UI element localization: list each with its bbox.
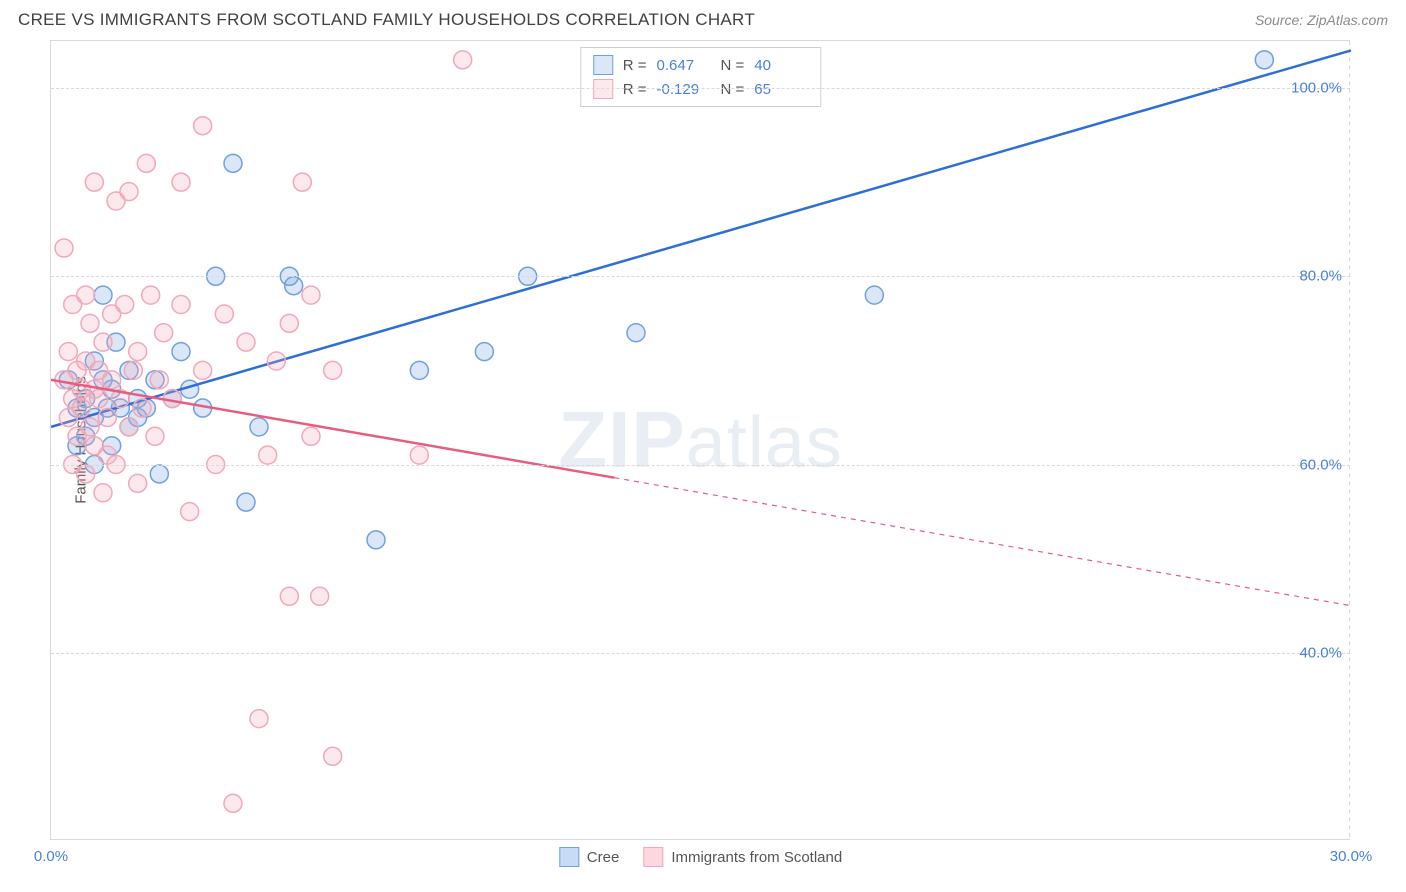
data-point [85, 173, 103, 191]
data-point [77, 286, 95, 304]
data-point [259, 446, 277, 464]
x-tick-label: 0.0% [34, 848, 68, 865]
data-point [194, 117, 212, 135]
data-point [237, 333, 255, 351]
data-point [224, 154, 242, 172]
data-point [410, 361, 428, 379]
data-point [120, 183, 138, 201]
data-point [302, 286, 320, 304]
legend-stats: R =0.647N =40R =-0.129N =65 [580, 47, 822, 107]
y-tick-label: 40.0% [1299, 644, 1342, 661]
data-point [237, 493, 255, 511]
data-point [194, 361, 212, 379]
data-point [94, 484, 112, 502]
legend-swatch [643, 847, 663, 867]
data-point [293, 173, 311, 191]
data-point [475, 343, 493, 361]
data-point [280, 587, 298, 605]
data-point [150, 371, 168, 389]
stat-n-value: 40 [754, 57, 808, 74]
data-point [367, 531, 385, 549]
data-point [267, 352, 285, 370]
data-point [120, 418, 138, 436]
trend-line-dashed [614, 478, 1351, 606]
data-point [150, 465, 168, 483]
data-point [129, 474, 147, 492]
stat-r-value: 0.647 [657, 57, 711, 74]
gridline-h [51, 465, 1350, 466]
data-point [250, 710, 268, 728]
data-point [172, 173, 190, 191]
data-point [98, 408, 116, 426]
data-point [155, 324, 173, 342]
data-point [81, 314, 99, 332]
legend-swatch [593, 55, 613, 75]
data-point [302, 427, 320, 445]
stat-r-label: R = [623, 57, 647, 74]
data-point [94, 286, 112, 304]
x-tick-label: 30.0% [1330, 848, 1373, 865]
source-label: Source: ZipAtlas.com [1255, 12, 1388, 28]
data-point [133, 399, 151, 417]
data-point [90, 390, 108, 408]
chart-area: Family Households ZIPatlas R =0.647N =40… [50, 40, 1350, 840]
legend-stat-row: R = 0.647 N = 40 [593, 53, 809, 77]
data-point [59, 343, 77, 361]
data-point [137, 154, 155, 172]
y-tick-label: 60.0% [1299, 456, 1342, 473]
data-point [103, 371, 121, 389]
data-point [215, 305, 233, 323]
data-point [142, 286, 160, 304]
data-point [224, 794, 242, 812]
legend-label: Cree [587, 849, 620, 866]
data-point [250, 418, 268, 436]
legend-bottom: Cree Immigrants from Scotland [559, 847, 842, 867]
data-point [627, 324, 645, 342]
data-point [280, 314, 298, 332]
data-point [94, 333, 112, 351]
data-point [172, 296, 190, 314]
data-point [285, 277, 303, 295]
data-point [72, 399, 90, 417]
data-point [146, 427, 164, 445]
scatter-plot [51, 41, 1350, 839]
gridline-h [51, 276, 1350, 277]
legend-label: Immigrants from Scotland [671, 849, 842, 866]
data-point [77, 465, 95, 483]
data-point [410, 446, 428, 464]
data-point [116, 296, 134, 314]
data-point [324, 747, 342, 765]
data-point [181, 503, 199, 521]
gridline-h [51, 653, 1350, 654]
y-tick-label: 80.0% [1299, 268, 1342, 285]
chart-title: CREE VS IMMIGRANTS FROM SCOTLAND FAMILY … [18, 10, 755, 30]
data-point [1255, 51, 1273, 69]
data-point [129, 343, 147, 361]
data-point [454, 51, 472, 69]
data-point [172, 343, 190, 361]
data-point [311, 587, 329, 605]
data-point [865, 286, 883, 304]
data-point [324, 361, 342, 379]
stat-n-label: N = [721, 57, 745, 74]
data-point [55, 239, 73, 257]
gridline-h [51, 88, 1350, 89]
data-point [124, 361, 142, 379]
legend-item: Immigrants from Scotland [643, 847, 842, 867]
legend-swatch [559, 847, 579, 867]
data-point [81, 418, 99, 436]
legend-item: Cree [559, 847, 620, 867]
y-tick-label: 100.0% [1291, 80, 1342, 97]
